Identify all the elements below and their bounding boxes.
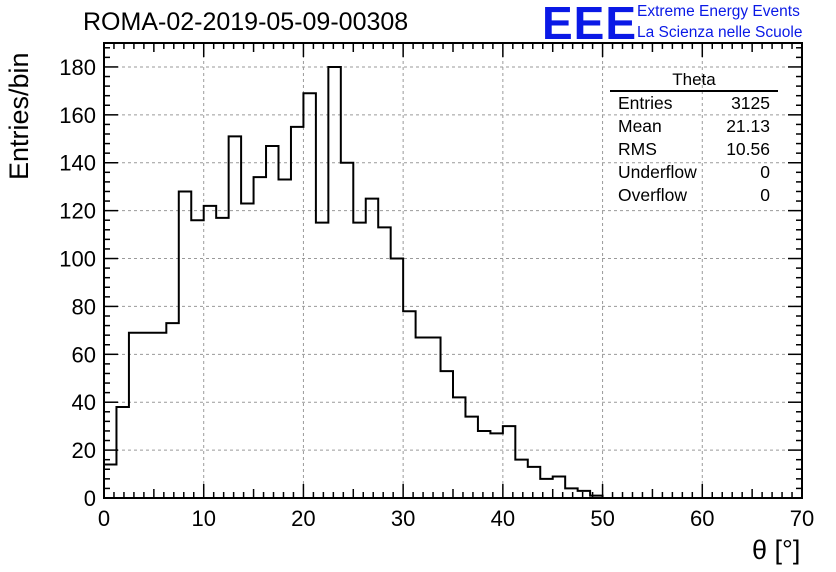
stats-value: 0 xyxy=(760,162,770,182)
histogram-bin xyxy=(116,407,128,498)
histogram-bin xyxy=(279,180,291,499)
stats-title: Theta xyxy=(610,70,778,92)
histogram-bin xyxy=(503,426,515,498)
histogram-bin xyxy=(316,223,328,498)
histogram-bin xyxy=(291,127,303,498)
histogram-bin xyxy=(565,488,577,498)
histogram-bin xyxy=(129,333,141,498)
x-tick-label: 0 xyxy=(98,506,110,531)
histogram-bin xyxy=(341,163,353,498)
histogram-bin xyxy=(179,191,191,498)
histogram-bin xyxy=(416,338,428,498)
histogram-bin xyxy=(204,206,216,498)
histogram-bin xyxy=(353,223,365,498)
stats-row: Entries 3125 xyxy=(610,92,778,115)
histogram-bin xyxy=(453,397,465,498)
histogram-bin xyxy=(241,203,253,498)
y-tick-label: 120 xyxy=(59,199,96,224)
x-tick-label: 60 xyxy=(690,506,714,531)
y-tick-label: 60 xyxy=(72,342,96,367)
x-tick-label: 40 xyxy=(491,506,515,531)
stats-label: Overflow xyxy=(618,185,688,205)
logo-subtitle-line1: Extreme Energy Events xyxy=(637,3,800,20)
histogram-bin xyxy=(528,467,540,498)
stats-label: Underflow xyxy=(618,162,697,182)
histogram-bin xyxy=(254,177,266,498)
stats-row: RMS 10.56 xyxy=(610,138,778,161)
histogram-bin xyxy=(229,136,241,498)
y-tick-label: 180 xyxy=(59,55,96,80)
histogram-bin xyxy=(391,259,403,498)
y-axis-label: Entries/bin xyxy=(4,52,34,180)
y-tick-label: 80 xyxy=(72,294,96,319)
histogram-bin xyxy=(166,323,178,498)
histogram-bin xyxy=(441,371,453,498)
stats-box: Theta Entries 3125 Mean 21.13 RMS 10.56 … xyxy=(610,70,778,207)
eee-logo: EEE xyxy=(542,0,638,49)
histogram-bin xyxy=(515,460,527,498)
histogram-bin xyxy=(191,220,203,498)
histogram-bin xyxy=(266,146,278,498)
stats-label: Entries xyxy=(618,93,673,113)
stats-value: 21.13 xyxy=(726,116,770,136)
stats-label: RMS xyxy=(618,139,657,159)
x-tick-label: 20 xyxy=(291,506,315,531)
histogram-bin xyxy=(328,67,340,498)
histogram-bin xyxy=(141,333,153,498)
histogram-bin xyxy=(303,93,315,498)
y-tick-label: 140 xyxy=(59,151,96,176)
y-tick-label: 40 xyxy=(72,390,96,415)
histogram-bin xyxy=(465,417,477,498)
stats-row: Underflow 0 xyxy=(610,161,778,184)
histogram-bin xyxy=(578,491,590,498)
y-tick-label: 160 xyxy=(59,103,96,128)
histogram-bin xyxy=(378,227,390,498)
histogram-bin xyxy=(490,433,502,498)
histogram-bin xyxy=(366,199,378,498)
x-tick-label: 30 xyxy=(391,506,415,531)
histogram-bin xyxy=(216,218,228,498)
stats-value: 0 xyxy=(760,185,770,205)
x-axis-label: θ [°] xyxy=(752,535,801,565)
plot-title: ROMA-02-2019-05-09-00308 xyxy=(83,8,409,36)
x-tick-label: 10 xyxy=(191,506,215,531)
stats-value: 3125 xyxy=(731,93,770,113)
histogram-bin xyxy=(478,431,490,498)
logo-subtitle-line2: La Scienza nelle Scuole xyxy=(637,24,803,41)
y-tick-label: 20 xyxy=(72,438,96,463)
x-tick-label: 50 xyxy=(590,506,614,531)
stats-row: Mean 21.13 xyxy=(610,115,778,138)
y-tick-label: 0 xyxy=(84,486,96,511)
histogram-bin xyxy=(403,311,415,498)
stats-label: Mean xyxy=(618,116,662,136)
stats-row: Overflow 0 xyxy=(610,184,778,207)
histogram-bin xyxy=(428,338,440,498)
stats-value: 10.56 xyxy=(726,139,770,159)
histogram-bin xyxy=(154,333,166,498)
x-tick-label: 70 xyxy=(790,506,814,531)
y-tick-label: 100 xyxy=(59,247,96,272)
